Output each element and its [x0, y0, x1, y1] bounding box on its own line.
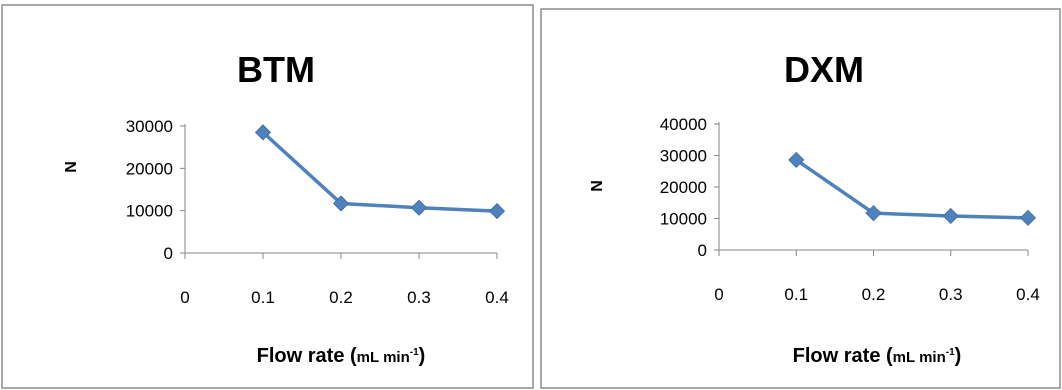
x-axis-label-unit: mL min: [893, 349, 946, 366]
x-tick-label: 0: [714, 285, 723, 304]
x-axis-label-main: Flow rate (: [793, 345, 893, 367]
y-tick-label: 30000: [660, 147, 707, 166]
data-point: [254, 124, 272, 141]
x-axis-label-superscript: -1: [410, 347, 419, 358]
x-tick-label: 0.1: [784, 285, 808, 304]
plot-area: 0 10000 20000 30000 0 0.1 0.2 0.3 0.4: [126, 117, 509, 307]
y-tick-label: 20000: [126, 159, 173, 178]
series-line: [794, 158, 1030, 220]
data-point: [865, 205, 882, 222]
y-tick-label: 0: [164, 244, 173, 263]
y-axis-label: N: [589, 180, 606, 192]
y-tick-label: 10000: [126, 202, 173, 221]
data-point: [410, 199, 428, 216]
y-tick-label: 10000: [660, 210, 707, 229]
x-axis-label-close: ): [419, 345, 426, 367]
x-axis-label-unit: mL min: [357, 349, 410, 366]
x-axis-label-superscript: -1: [946, 347, 955, 358]
data-point: [788, 151, 805, 168]
x-tick-label: 0.4: [485, 288, 509, 307]
y-tick-label: 20000: [660, 178, 707, 197]
series-line: [261, 130, 499, 213]
x-tick-label: 0.4: [1016, 285, 1040, 304]
data-point: [942, 207, 959, 225]
chart-panel-border: [540, 8, 1061, 389]
plot-area: 0 10000 20000 30000 40000 0 0.1 0.2 0.3 0.4: [660, 115, 1040, 304]
chart-title: DXM: [784, 49, 864, 90]
data-point: [488, 203, 506, 220]
y-tick-label: 30000: [126, 117, 173, 136]
data-point: [1019, 209, 1037, 226]
x-tick-label: 0.2: [329, 288, 353, 307]
chart-panel-border: [1, 4, 534, 389]
x-tick-label: 0.2: [862, 285, 886, 304]
x-tick-label: 0.1: [251, 288, 275, 307]
y-tick-label: 0: [698, 241, 707, 260]
x-axis-label-main: Flow rate (: [257, 345, 357, 367]
x-axis-label: Flow rate (mL min-1): [793, 345, 962, 367]
chart-panel-btm: BTM N Flow rate (mL min-1) 0 10000 20000 30…: [1, 4, 534, 389]
x-tick-label: 0.3: [939, 285, 963, 304]
x-axis-label: Flow rate (mL min-1): [257, 345, 426, 367]
y-tick-label: 40000: [660, 115, 707, 134]
x-tick-label: 0: [180, 288, 189, 307]
chart-panel-dxm: DXM N Flow rate (mL min-1) 0 10000 20000 30…: [540, 8, 1061, 389]
x-axis-label-close: ): [955, 345, 962, 367]
x-tick-label: 0.3: [407, 288, 431, 307]
data-point: [332, 195, 350, 212]
y-axis-label: N: [63, 161, 80, 173]
chart-title: BTM: [237, 49, 315, 90]
